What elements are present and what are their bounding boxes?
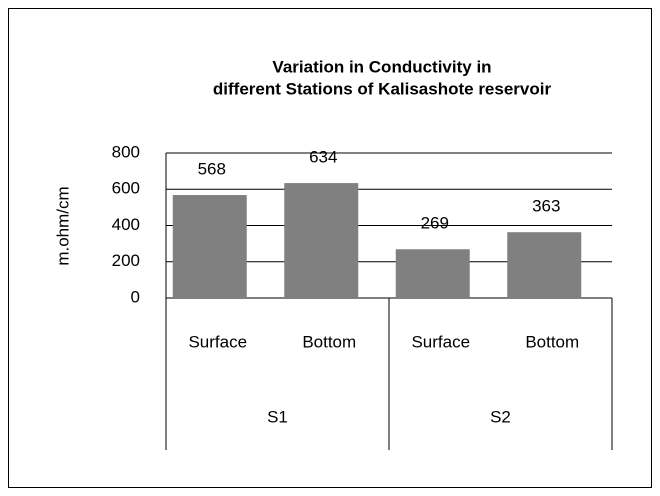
y-tick-label: 600: [112, 179, 140, 198]
y-tick-label: 400: [112, 215, 140, 234]
data-label: 634: [309, 148, 337, 167]
group-label: S1: [267, 407, 288, 426]
group-label: S2: [490, 407, 511, 426]
bar: [172, 195, 247, 298]
data-label: 363: [532, 197, 560, 216]
x-tick-label: Bottom: [302, 332, 356, 351]
bar: [284, 183, 359, 298]
chart-title: different Stations of Kalisashote reserv…: [213, 79, 552, 98]
y-axis-label: m.ohm/cm: [53, 186, 72, 265]
x-tick-label: Surface: [411, 332, 470, 351]
bar: [507, 232, 582, 298]
x-tick-label: Surface: [188, 332, 247, 351]
chart-title: Variation in Conductivity in: [272, 57, 491, 76]
data-label: 269: [421, 214, 449, 233]
bar: [395, 249, 470, 298]
y-tick-label: 800: [112, 142, 140, 161]
y-tick-label: 0: [131, 287, 140, 306]
x-tick-label: Bottom: [525, 332, 579, 351]
data-label: 568: [198, 160, 226, 179]
y-tick-label: 200: [112, 251, 140, 270]
